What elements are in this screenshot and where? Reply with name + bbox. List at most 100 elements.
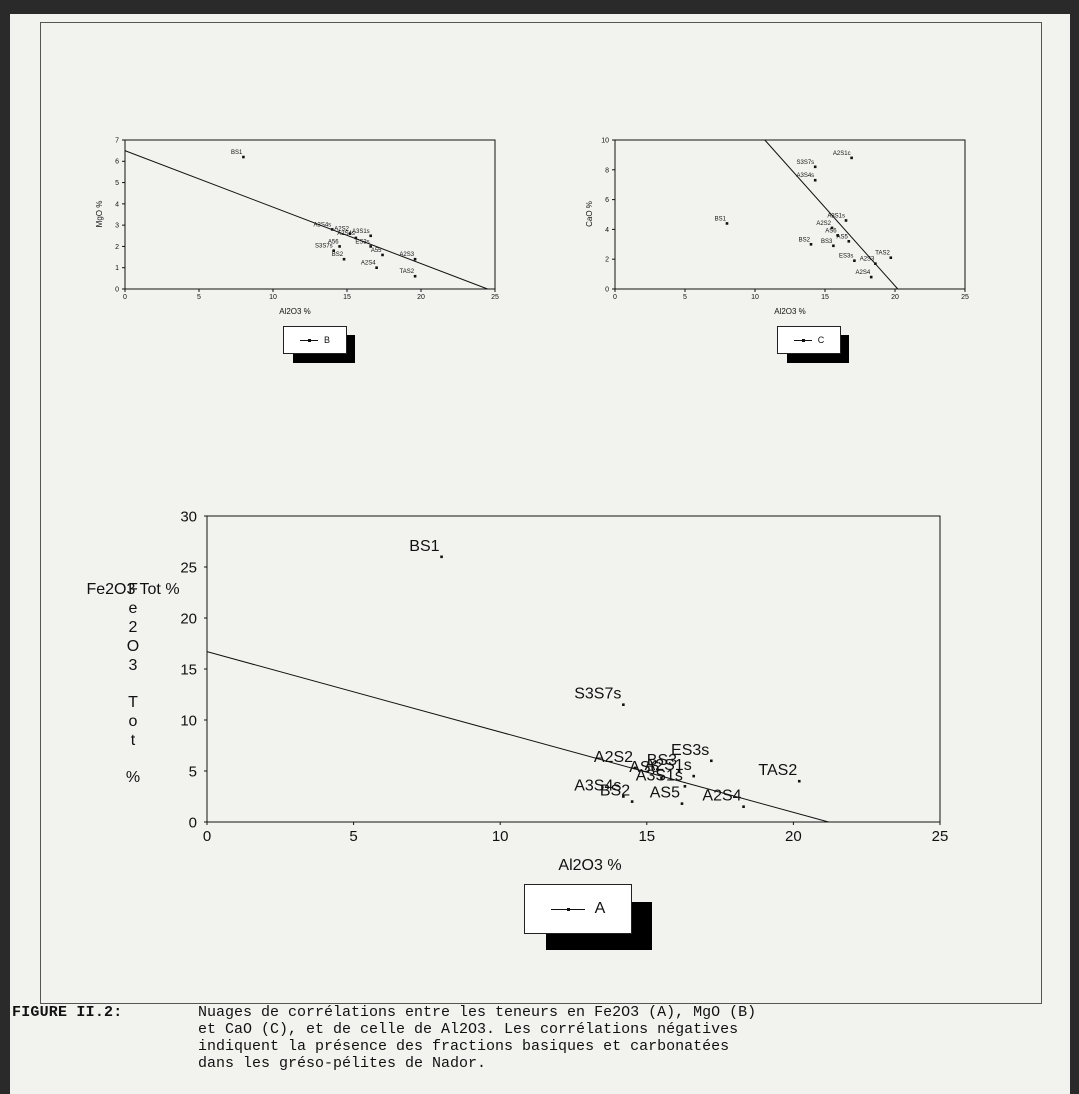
y-tick-label: 2: [115, 244, 119, 251]
y-tick-label: 7: [115, 137, 119, 144]
point-label: ES3s: [839, 254, 853, 260]
legend-b-line-icon: [299, 338, 318, 342]
figure-frame: [40, 22, 1042, 1004]
data-point: [375, 266, 378, 270]
chart-a: 0 5 10 15 20 25 0 5 10 15 20 25 30 Al2O3 % Fe 2 O 3 Tot %…: [86, 508, 948, 874]
data-point: [725, 222, 729, 225]
y-tick-label: 3: [115, 223, 119, 230]
point-label: BS2: [332, 252, 344, 258]
data-point: [348, 232, 352, 235]
y-axis-label-char: e: [129, 600, 138, 617]
y-tick-label: 2: [605, 257, 609, 264]
data-point: [369, 234, 372, 238]
x-tick-label: 20: [891, 294, 899, 301]
y-axis-label-char: 2: [129, 619, 138, 636]
x-tick-label: 15: [638, 828, 655, 845]
x-tick-label: 15: [343, 294, 351, 301]
data-point: [874, 262, 877, 265]
data-point: [413, 257, 417, 261]
data-point: [330, 228, 334, 231]
x-tick-label: 10: [269, 294, 277, 301]
caption-text: Nuages de corrélations entre les teneurs…: [198, 1004, 757, 1072]
point-label: A3S4s: [314, 222, 332, 228]
data-point: [847, 240, 851, 243]
y-tick-label: 4: [115, 201, 119, 208]
data-point: [809, 243, 813, 246]
data-point: [440, 555, 443, 559]
point-label: A56: [328, 239, 339, 245]
point-label: A2S4: [702, 788, 741, 805]
plot-area-b: [124, 139, 496, 290]
point-label: ES3s: [355, 239, 369, 245]
legend-a-line-icon: [550, 907, 585, 911]
point-label: A2S4: [361, 261, 376, 267]
data-point: [836, 234, 839, 237]
point-label: A2S1s: [645, 757, 692, 774]
y-axis-label: CaO %: [585, 201, 594, 227]
y-axis-label-char: t: [131, 732, 136, 749]
point-label: ES3s: [671, 742, 709, 759]
data-point: [338, 245, 341, 248]
scanned-page: 0 5 10 15 20 25 0 1 2 3 4 5 6 7 Al2O3 % MgO % BS1 A3S4s A2…: [10, 14, 1070, 1094]
y-tick-label: 6: [605, 197, 609, 204]
data-point: [680, 802, 684, 805]
legend-b-label: B: [323, 335, 330, 345]
x-axis-label: Al2O3 %: [558, 857, 621, 874]
y-tick-label: 10: [601, 137, 609, 144]
legend-a: A: [524, 884, 632, 934]
data-point: [742, 805, 745, 808]
y-axis-label-char: [131, 676, 135, 693]
legend-c-line-icon: [793, 338, 812, 342]
y-tick-label: 6: [115, 159, 119, 166]
data-point: [242, 155, 245, 159]
point-label: S3S7s: [797, 160, 815, 166]
point-label: A3S1s: [352, 229, 370, 235]
legend-c-label: C: [817, 335, 825, 345]
data-point: [850, 156, 853, 160]
point-label: A2S4s: [337, 231, 355, 237]
point-label: BS3: [647, 752, 677, 769]
y-tick-label: 5: [115, 180, 119, 187]
y-axis-label: MgO %: [95, 201, 104, 228]
y-axis-label-char: O: [127, 638, 139, 655]
data-point: [413, 274, 417, 278]
data-point: [830, 226, 834, 230]
x-tick-label: 25: [932, 828, 949, 845]
data-point: [630, 800, 634, 803]
data-point: [677, 769, 681, 773]
data-point: [692, 774, 696, 778]
point-label: S3S7s: [574, 686, 621, 703]
point-label: TAS2: [875, 251, 890, 257]
point-label: A2S2: [594, 749, 633, 766]
point-label: BS1: [231, 150, 243, 156]
point-label: AS5: [836, 234, 848, 240]
data-point: [813, 178, 817, 182]
y-tick-label: 0: [189, 814, 197, 831]
point-label: TAS2: [758, 762, 797, 779]
data-point: [332, 249, 335, 252]
legend-c: C: [777, 326, 841, 354]
y-tick-label: 8: [605, 167, 609, 174]
y-tick-label: 4: [605, 227, 609, 234]
data-point: [342, 257, 346, 261]
y-tick-label: 20: [180, 610, 197, 627]
y-axis-label-char: F: [128, 581, 138, 598]
point-label: A2S3: [399, 252, 414, 258]
regression-line: [206, 651, 829, 823]
point-label: AS6: [629, 759, 659, 776]
plot-area-c: [614, 139, 966, 290]
point-label: S3S7s: [315, 244, 333, 250]
y-tick-label: 5: [189, 763, 197, 780]
point-label: AS5: [650, 785, 680, 802]
data-point: [683, 785, 687, 788]
point-label: A2S3: [860, 257, 875, 263]
point-label: BS1: [715, 216, 727, 222]
y-tick-label: 10: [180, 712, 197, 729]
point-label: A3S1s: [827, 213, 845, 219]
data-point: [813, 165, 817, 169]
point-label: A2S2: [334, 227, 349, 233]
point-label: A2S1c: [833, 151, 851, 157]
point-label: BS2: [600, 783, 630, 800]
x-tick-label: 0: [123, 294, 127, 301]
